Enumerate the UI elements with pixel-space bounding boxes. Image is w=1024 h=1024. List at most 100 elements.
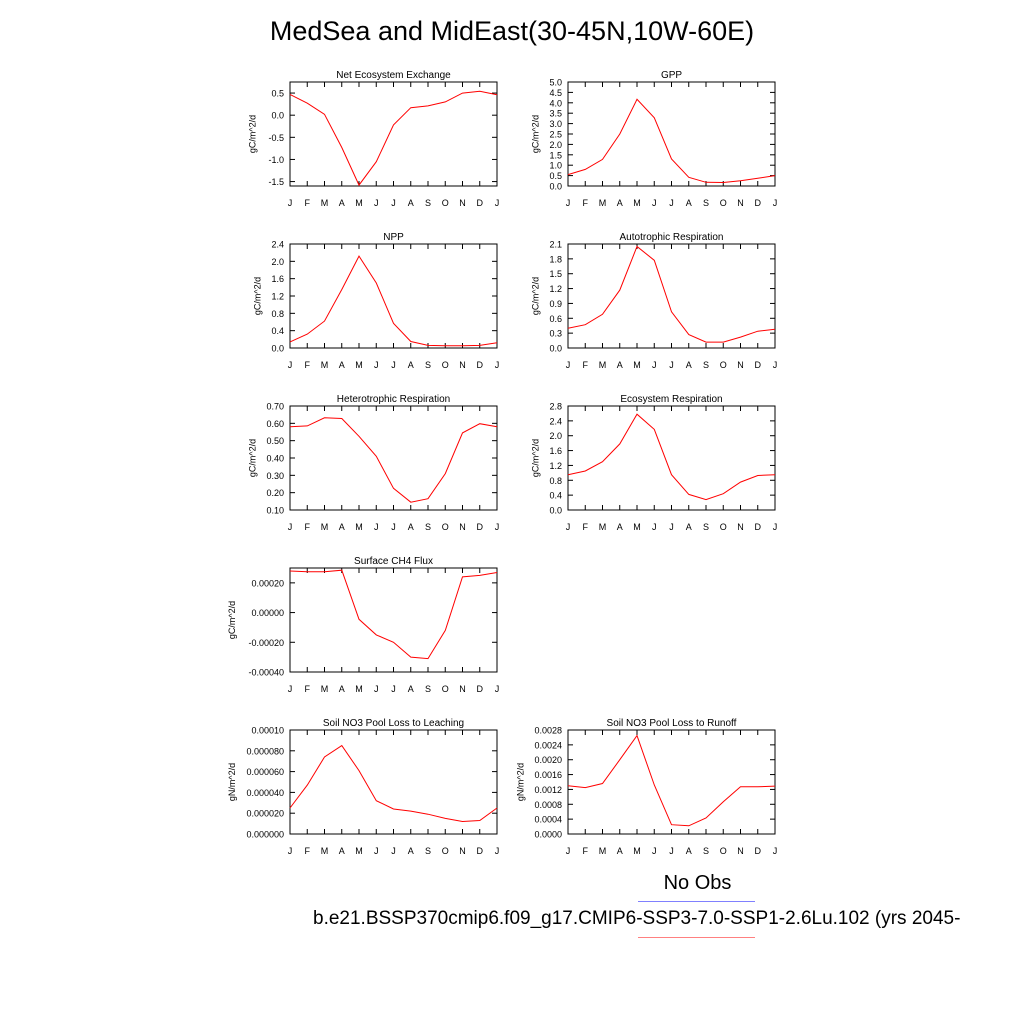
x-tick-label: A	[339, 522, 345, 532]
chart-title: GPP	[661, 70, 682, 81]
x-tick-label: M	[321, 360, 329, 370]
x-tick-label: J	[495, 684, 500, 694]
x-tick-label: A	[408, 846, 414, 856]
plot-frame	[289, 81, 498, 187]
x-tick-label: N	[459, 198, 466, 208]
x-tick-label: A	[339, 198, 345, 208]
y-axis-label: gC/m^2/d	[531, 115, 541, 153]
x-tick-label: F	[305, 522, 311, 532]
chart-title: Soil NO3 Pool Loss to Leaching	[323, 718, 464, 729]
y-tick-label: 0.000080	[246, 746, 284, 756]
x-tick-label: O	[720, 360, 727, 370]
x-tick-label: J	[773, 846, 778, 856]
x-tick-label: J	[495, 846, 500, 856]
y-tick-label: 0.30	[266, 471, 284, 481]
y-tick-label: 2.0	[271, 257, 284, 267]
x-tick-label: N	[737, 522, 744, 532]
y-tick-label: 2.5	[549, 130, 562, 140]
chart-title: Autotrophic Respiration	[620, 232, 724, 243]
x-tick-label: J	[391, 360, 396, 370]
x-tick-label: D	[477, 522, 484, 532]
series-line	[289, 744, 498, 823]
plot-frame	[289, 405, 498, 511]
x-tick-label: J	[773, 198, 778, 208]
y-tick-label: 1.2	[549, 284, 562, 294]
x-tick-label: F	[305, 846, 311, 856]
y-tick-label: 1.8	[549, 254, 562, 264]
x-tick-label: A	[408, 684, 414, 694]
y-tick-label: 0.50	[266, 436, 284, 446]
x-tick-label: F	[583, 360, 589, 370]
x-tick-label: O	[442, 522, 449, 532]
x-tick-label: N	[737, 846, 744, 856]
y-tick-label: 1.2	[271, 292, 284, 302]
x-tick-label: J	[566, 198, 571, 208]
x-tick-label: F	[305, 198, 311, 208]
x-tick-label: J	[288, 360, 293, 370]
plot-frame	[567, 405, 776, 511]
x-tick-label: J	[374, 522, 379, 532]
x-tick-label: M	[633, 846, 641, 856]
x-tick-label: S	[425, 684, 431, 694]
x-tick-label: J	[391, 522, 396, 532]
x-tick-label: S	[425, 846, 431, 856]
x-tick-label: J	[669, 522, 674, 532]
y-tick-label: 2.0	[549, 431, 562, 441]
x-tick-label: A	[408, 522, 414, 532]
x-tick-label: J	[566, 522, 571, 532]
x-tick-label: M	[355, 360, 363, 370]
x-tick-label: D	[755, 360, 762, 370]
plot-frame	[289, 729, 498, 835]
chart-title: Surface CH4 Flux	[354, 556, 433, 567]
y-tick-label: 0.000060	[246, 767, 284, 777]
x-tick-label: J	[391, 198, 396, 208]
x-tick-label: J	[652, 846, 657, 856]
x-tick-label: O	[442, 198, 449, 208]
y-tick-label: 2.8	[549, 402, 562, 412]
y-axis-label: gC/m^2/d	[531, 439, 541, 477]
y-tick-label: 0.0020	[534, 755, 562, 765]
plot-frame	[567, 81, 776, 187]
x-tick-label: F	[583, 198, 589, 208]
page-title: MedSea and MidEast(30-45N,10W-60E)	[269, 16, 755, 46]
x-tick-label: A	[617, 360, 623, 370]
y-tick-label: 0.3	[549, 329, 562, 339]
y-tick-label: 0.0	[271, 344, 284, 354]
chart-title: NPP	[383, 232, 404, 243]
x-tick-label: A	[339, 360, 345, 370]
y-tick-label: 0.0	[549, 506, 562, 516]
y-tick-label: 0.0004	[534, 815, 562, 825]
x-tick-label: N	[459, 522, 466, 532]
x-tick-label: F	[305, 360, 311, 370]
y-tick-label: -1.0	[268, 155, 284, 165]
x-tick-label: M	[599, 846, 607, 856]
x-tick-label: M	[355, 846, 363, 856]
x-tick-label: A	[339, 684, 345, 694]
x-tick-label: J	[669, 846, 674, 856]
x-tick-label: J	[566, 360, 571, 370]
y-tick-label: 0.0	[549, 182, 562, 192]
legend-no-obs-label: No Obs	[663, 872, 732, 894]
plot-frame	[567, 243, 776, 349]
x-tick-label: N	[737, 198, 744, 208]
x-tick-label: M	[599, 198, 607, 208]
x-tick-label: J	[374, 360, 379, 370]
x-tick-label: J	[669, 198, 674, 208]
y-tick-label: 0.00000	[251, 608, 284, 618]
x-tick-label: O	[720, 198, 727, 208]
y-tick-label: 0.0012	[534, 785, 562, 795]
y-tick-label: 0.000040	[246, 788, 284, 798]
y-tick-label: 0.5	[549, 171, 562, 181]
chart-title: Net Ecosystem Exchange	[336, 70, 451, 81]
y-tick-label: 0.10	[266, 506, 284, 516]
y-tick-label: 4.5	[549, 88, 562, 98]
x-tick-label: D	[755, 522, 762, 532]
x-tick-label: D	[477, 846, 484, 856]
x-tick-label: O	[442, 360, 449, 370]
x-tick-label: F	[583, 522, 589, 532]
x-tick-label: O	[442, 684, 449, 694]
